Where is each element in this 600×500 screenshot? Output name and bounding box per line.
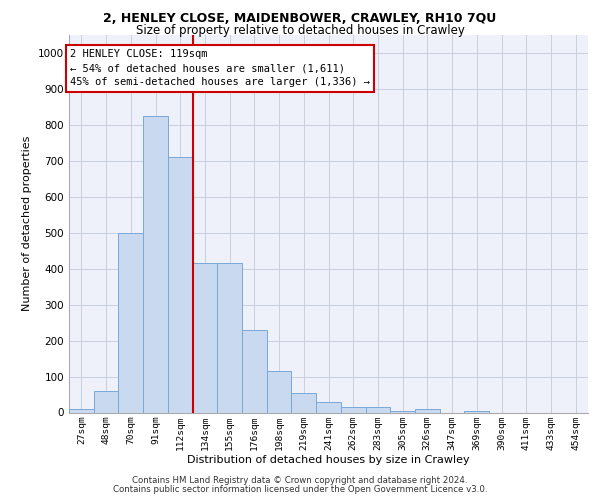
Bar [168,157,193,412]
Bar [267,371,292,412]
Text: 2 HENLEY CLOSE: 119sqm
← 54% of detached houses are smaller (1,611)
45% of semi-: 2 HENLEY CLOSE: 119sqm ← 54% of detached… [70,50,370,88]
Text: Contains public sector information licensed under the Open Government Licence v3: Contains public sector information licen… [113,484,487,494]
Bar [118,232,143,412]
Bar [415,409,440,412]
Bar [94,391,118,412]
Bar [217,264,242,412]
Bar [365,407,390,412]
Y-axis label: Number of detached properties: Number of detached properties [22,136,32,312]
Bar [292,392,316,412]
Bar [316,402,341,412]
Bar [390,410,415,412]
Bar [193,264,217,412]
Text: Size of property relative to detached houses in Crawley: Size of property relative to detached ho… [136,24,464,37]
Bar [143,116,168,412]
Bar [242,330,267,412]
Bar [464,410,489,412]
Bar [341,407,365,412]
Text: Contains HM Land Registry data © Crown copyright and database right 2024.: Contains HM Land Registry data © Crown c… [132,476,468,485]
X-axis label: Distribution of detached houses by size in Crawley: Distribution of detached houses by size … [187,456,470,466]
Bar [69,409,94,412]
Text: 2, HENLEY CLOSE, MAIDENBOWER, CRAWLEY, RH10 7QU: 2, HENLEY CLOSE, MAIDENBOWER, CRAWLEY, R… [103,12,497,26]
